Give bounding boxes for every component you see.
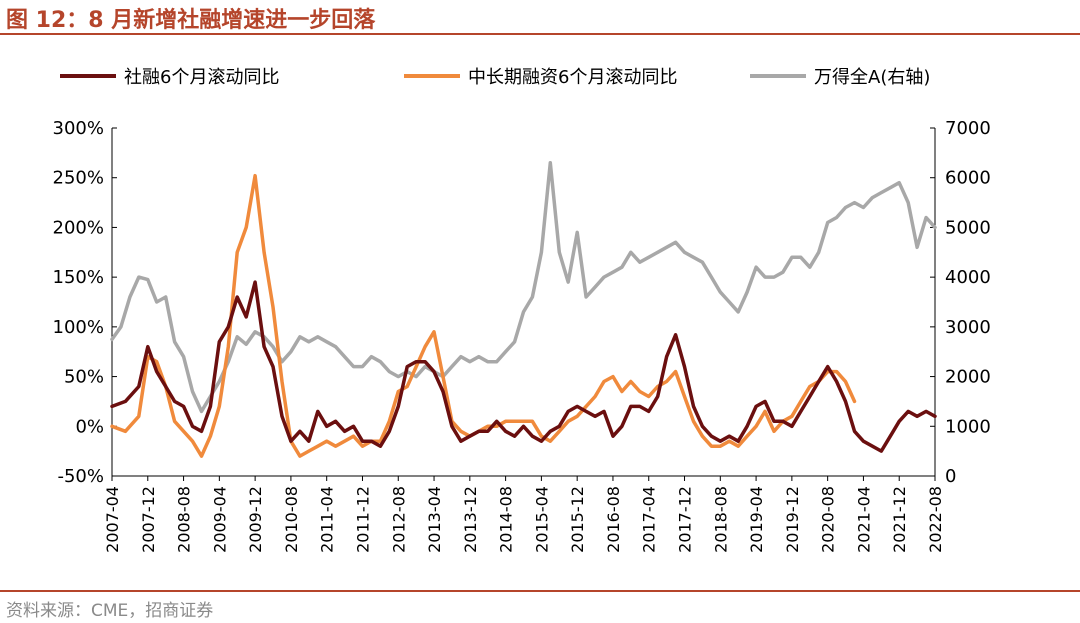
x-axis-tick-label: 2018-08 [711, 486, 730, 553]
x-axis-tick-label: 2007-12 [139, 486, 158, 553]
x-axis-tick-label: 2021-04 [854, 486, 873, 553]
x-axis-tick-label: 2019-04 [747, 486, 766, 553]
x-axis-tick-label: 2009-04 [210, 486, 229, 553]
right-axis-tick-label: 7000 [945, 118, 991, 139]
x-axis-tick-label: 2012-08 [389, 486, 408, 553]
x-axis-tick-label: 2011-04 [318, 486, 337, 553]
right-axis-tick-label: 3000 [945, 317, 991, 338]
x-axis-tick-label: 2020-08 [819, 486, 838, 553]
x-axis-tick-label: 2022-08 [926, 486, 945, 553]
right-axis-tick-label: 5000 [945, 217, 991, 238]
x-axis-tick-label: 2009-12 [246, 486, 265, 553]
legend-label: 万得全A(右轴) [814, 67, 930, 88]
x-axis-tick-label: 2017-12 [676, 486, 695, 553]
x-axis-tick-label: 2021-12 [890, 486, 909, 553]
left-axis-tick-label: 300% [53, 118, 104, 139]
left-axis-tick-label: 100% [53, 317, 104, 338]
x-axis-tick-label: 2016-08 [604, 486, 623, 553]
x-axis-tick-label: 2013-12 [461, 486, 480, 553]
left-axis-tick-label: 250% [53, 168, 104, 189]
series-line [110, 161, 937, 414]
x-axis-tick-label: 2015-04 [532, 486, 551, 553]
legend-label: 中长期融资6个月滚动同比 [468, 67, 677, 88]
left-axis-tick-label: 150% [53, 267, 104, 288]
x-axis-tick-label: 2015-12 [568, 486, 587, 553]
axes: -50% 0% 50% 100% 150% 200% 250% 300% 0 1000 2000 30… [53, 118, 991, 553]
x-axis-tick-label: 2010-08 [282, 486, 301, 553]
x-axis-tick-label: 2011-12 [353, 486, 372, 553]
x-axis-tick-label: 2019-12 [783, 486, 802, 553]
title-rule [0, 33, 1080, 35]
legend: 社融6个月滚动同比 中长期融资6个月滚动同比 万得全A(右轴) [60, 67, 930, 88]
x-axis-tick-label: 2014-08 [497, 486, 516, 553]
legend-label: 社融6个月滚动同比 [124, 67, 279, 88]
x-axis-tick-label: 2013-04 [425, 486, 444, 553]
x-axis-tick-label: 2008-08 [175, 486, 194, 553]
left-axis-tick-label: 50% [64, 367, 104, 388]
right-axis-tick-label: 2000 [945, 367, 991, 388]
right-axis-tick-label: 6000 [945, 168, 991, 189]
line-chart: 社融6个月滚动同比 中长期融资6个月滚动同比 万得全A(右轴) -50% 0% 50% 1… [53, 67, 991, 553]
chart-title: 图 12：8 月新增社融增速进一步回落 [6, 8, 376, 33]
plot-area [110, 161, 937, 458]
left-axis-tick-label: 200% [53, 217, 104, 238]
left-axis-tick-label: -50% [57, 466, 104, 487]
source-rule [0, 590, 1080, 592]
x-axis-tick-label: 2007-04 [103, 486, 122, 553]
x-axis-tick-label: 2017-04 [640, 486, 659, 553]
right-axis-tick-label: 0 [945, 466, 956, 487]
series-line [110, 280, 937, 453]
series-line [110, 173, 857, 458]
source-note: 资料来源：CME，招商证券 [6, 601, 214, 621]
left-axis-tick-label: 0% [75, 416, 104, 437]
right-axis-tick-label: 1000 [945, 416, 991, 437]
right-axis-tick-label: 4000 [945, 267, 991, 288]
